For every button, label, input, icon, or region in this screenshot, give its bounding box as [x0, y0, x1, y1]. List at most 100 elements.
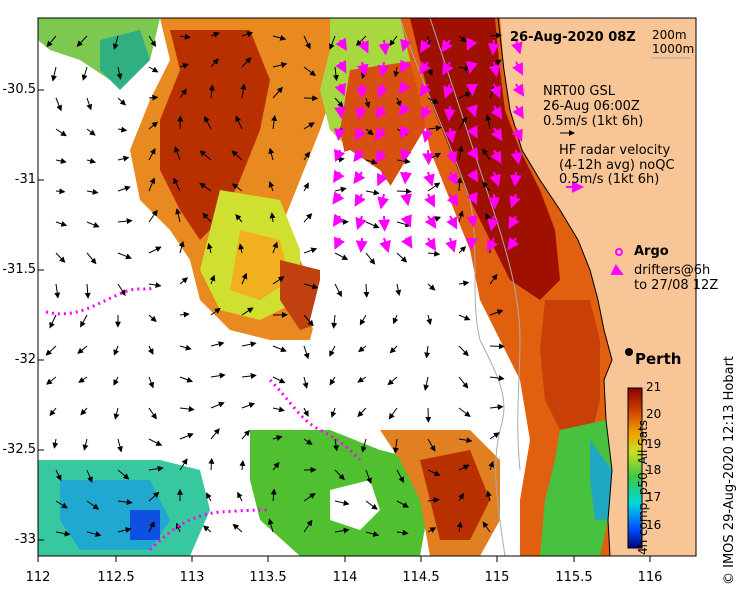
radar-arrow: [512, 83, 525, 97]
y-tick: -32.5: [2, 442, 36, 457]
radar-arrow: [510, 149, 523, 165]
current-arrow: [482, 181, 491, 192]
current-arrow: [202, 525, 212, 533]
radar-scale: 0.5m/s (1kt 6h): [559, 172, 660, 187]
current-arrow: [232, 523, 243, 533]
current-arrow: [241, 402, 256, 409]
current-arrow: [206, 492, 212, 502]
radar-arrow: [333, 169, 345, 184]
y-tick: -31.5: [2, 262, 36, 277]
current-arrow: [427, 125, 442, 132]
radar-arrow: [355, 237, 368, 253]
current-arrow: [456, 177, 463, 192]
current-arrow: [210, 58, 219, 68]
wind-scale: 0.5m/s (1kt 6h): [543, 114, 644, 129]
current-arrow: [365, 252, 376, 265]
radar-arrow: [466, 104, 478, 118]
current-arrow: [389, 35, 398, 47]
current-arrow: [423, 376, 430, 391]
current-arrow: [334, 252, 349, 260]
radar-arrow: [374, 127, 387, 141]
radar-arrow: [332, 191, 345, 205]
colorbar: [627, 387, 643, 549]
current-arrow: [458, 464, 470, 471]
current-arrow: [268, 147, 275, 161]
current-arrow: [55, 500, 68, 509]
current-arrow: [55, 469, 62, 482]
current-arrow: [49, 314, 57, 329]
radar-arrow: [354, 193, 366, 207]
current-arrow: [86, 128, 96, 136]
current-arrow: [231, 150, 243, 161]
current-arrow: [55, 188, 66, 195]
current-arrow: [210, 372, 226, 379]
current-arrow: [179, 344, 192, 351]
current-arrow: [303, 122, 315, 130]
radar-arrow: [444, 127, 457, 144]
current-arrow: [241, 57, 252, 68]
current-arrow: [241, 429, 251, 440]
radar-arrow: [335, 37, 348, 51]
current-arrow: [179, 432, 194, 440]
radar-arrow: [355, 215, 367, 231]
current-arrow: [112, 35, 119, 50]
y-tick: -31: [14, 172, 36, 187]
current-arrow: [113, 345, 120, 356]
imos-credit: © IMOS 29-Aug-2020 12:13 Hobart: [722, 355, 737, 585]
current-arrow: [113, 407, 120, 420]
current-arrow: [427, 497, 440, 504]
colorbar-tick-16: 16: [646, 518, 662, 532]
current-arrow: [177, 115, 184, 130]
current-arrow: [303, 35, 311, 50]
current-arrow: [365, 469, 372, 485]
current-arrow: [272, 276, 285, 285]
current-arrow: [329, 345, 336, 357]
current-arrow: [272, 376, 286, 384]
radar-arrow: [419, 61, 431, 75]
radar-arrow: [376, 171, 388, 187]
current-arrow: [489, 375, 505, 382]
current-arrow: [117, 283, 126, 296]
current-arrow: [81, 66, 88, 81]
current-arrow: [55, 97, 62, 112]
current-arrow: [55, 530, 71, 537]
perth-label: Perth: [635, 350, 682, 368]
plot-frame: [37, 17, 697, 557]
current-arrow: [272, 62, 288, 68]
current-arrow: [489, 273, 498, 285]
radar-arrow: [487, 215, 500, 232]
current-arrow: [148, 407, 157, 420]
current-arrow: [458, 492, 464, 502]
radar-arrow: [489, 83, 501, 99]
current-arrow: [55, 252, 66, 263]
x-tick: 112.5: [97, 570, 135, 585]
current-arrow: [117, 97, 127, 106]
colorbar-tick-20: 20: [646, 407, 662, 421]
x-tick: 114.5: [402, 570, 440, 585]
current-arrow: [488, 461, 495, 471]
current-arrow: [148, 177, 156, 192]
current-arrow: [210, 307, 221, 316]
current-arrow: [271, 114, 278, 130]
radar-arrow: [507, 237, 520, 251]
radar-arrow: [355, 105, 367, 121]
current-arrow: [333, 438, 339, 452]
map-date: 26-Aug-2020 08Z: [510, 30, 636, 45]
current-arrow: [148, 66, 159, 73]
radar-arrow: [377, 83, 389, 99]
current-arrow: [179, 406, 195, 413]
current-arrow: [303, 213, 313, 223]
x-tick: 116: [637, 570, 663, 585]
current-arrow: [55, 158, 67, 164]
radar-arrow: [446, 193, 459, 208]
current-arrow: [148, 314, 157, 323]
radar-arrow: [466, 83, 478, 97]
radar-arrow: [488, 61, 501, 78]
current-arrow: [364, 97, 371, 109]
radar-arrow: [335, 60, 347, 74]
current-arrow: [117, 185, 131, 192]
colorbar-tick-17: 17: [646, 490, 662, 504]
current-arrow: [241, 307, 254, 316]
current-arrow: [52, 438, 59, 449]
current-arrow: [148, 282, 162, 288]
